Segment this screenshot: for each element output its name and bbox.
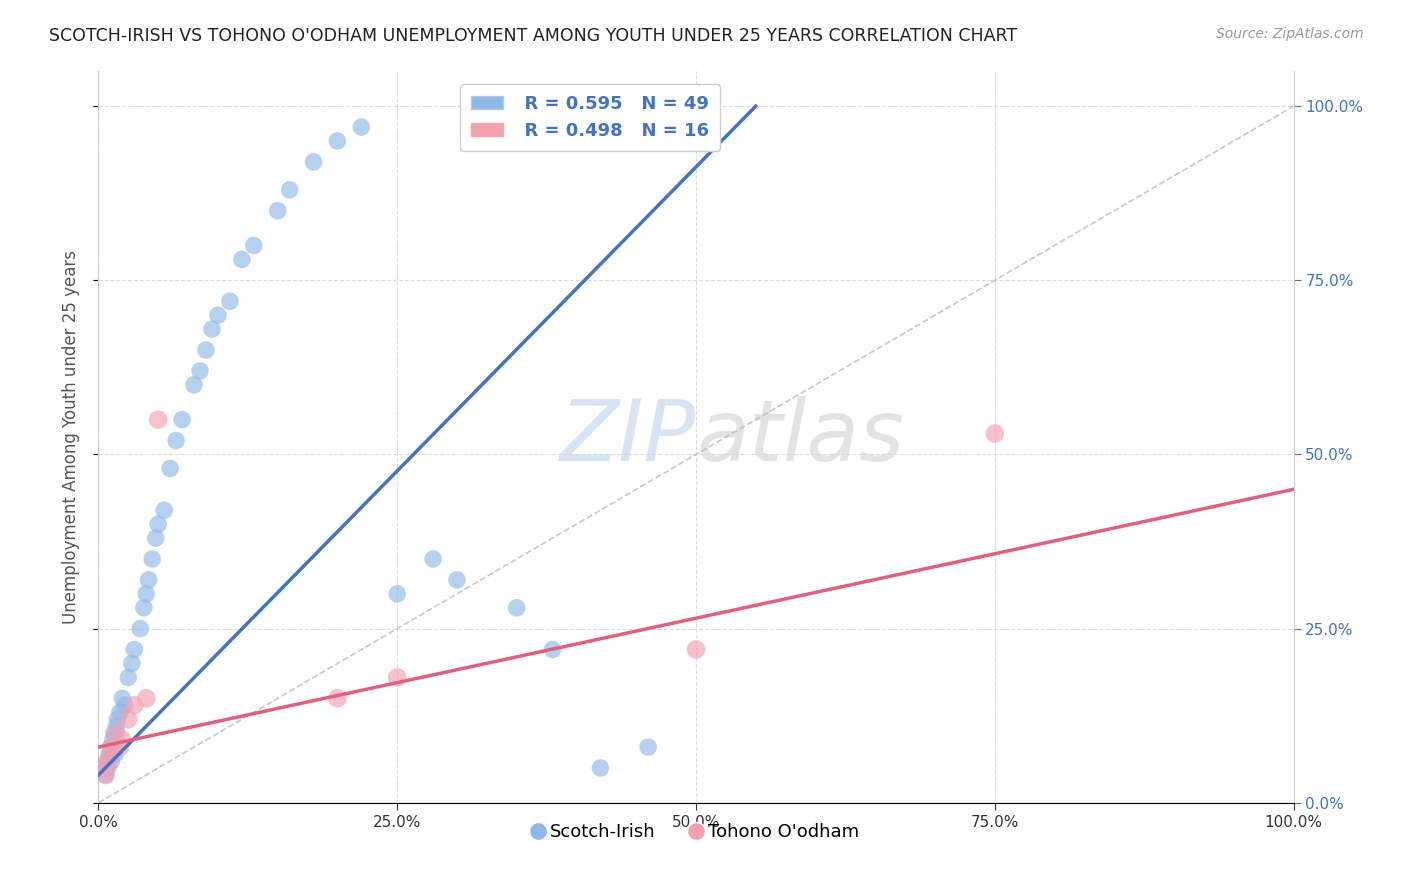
Point	[100, 754, 122, 768]
Point	[326, 134, 349, 148]
Point	[98, 747, 122, 761]
Point	[231, 252, 253, 267]
Legend: Scotch-Irish, Tohono O'odham: Scotch-Irish, Tohono O'odham	[526, 816, 866, 848]
Point	[422, 552, 444, 566]
Point	[589, 761, 612, 775]
Point	[129, 622, 152, 636]
Point	[172, 412, 194, 426]
Text: Source: ZipAtlas.com: Source: ZipAtlas.com	[1216, 27, 1364, 41]
Point	[326, 691, 349, 706]
Point	[188, 364, 211, 378]
Point	[121, 657, 143, 671]
Text: ZIP: ZIP	[560, 395, 696, 479]
Point	[138, 573, 160, 587]
Point	[350, 120, 373, 134]
Point	[984, 426, 1007, 441]
Point	[108, 740, 131, 755]
Point	[145, 531, 167, 545]
Point	[201, 322, 224, 336]
Point	[93, 761, 115, 775]
Point	[103, 726, 125, 740]
Point	[93, 761, 115, 775]
Point	[108, 705, 131, 719]
Point	[117, 712, 139, 726]
Point	[219, 294, 242, 309]
Point	[243, 238, 266, 252]
Point	[107, 712, 129, 726]
Point	[101, 733, 124, 747]
Point	[111, 733, 134, 747]
Point	[98, 740, 122, 755]
Point	[207, 308, 229, 322]
Point	[105, 719, 128, 733]
Point	[267, 203, 290, 218]
Point	[135, 691, 157, 706]
Point	[165, 434, 187, 448]
Point	[105, 726, 128, 740]
Y-axis label: Unemployment Among Youth under 25 years: Unemployment Among Youth under 25 years	[62, 250, 80, 624]
Point	[98, 747, 121, 761]
Point	[506, 600, 529, 615]
Text: SCOTCH-IRISH VS TOHONO O'ODHAM UNEMPLOYMENT AMONG YOUTH UNDER 25 YEARS CORRELATI: SCOTCH-IRISH VS TOHONO O'ODHAM UNEMPLOYM…	[49, 27, 1018, 45]
Point	[114, 698, 136, 713]
Point	[117, 670, 139, 684]
Point	[385, 587, 409, 601]
Point	[111, 691, 134, 706]
Point	[159, 461, 181, 475]
Point	[135, 587, 157, 601]
Text: atlas: atlas	[696, 395, 904, 479]
Point	[278, 183, 301, 197]
Point	[104, 747, 127, 761]
Point	[94, 768, 117, 782]
Point	[685, 642, 707, 657]
Point	[124, 698, 146, 713]
Point	[302, 155, 325, 169]
Point	[124, 642, 146, 657]
Point	[141, 552, 163, 566]
Point	[637, 740, 659, 755]
Point	[385, 670, 409, 684]
Point	[153, 503, 176, 517]
Point	[96, 754, 118, 768]
Point	[541, 642, 564, 657]
Point	[148, 412, 170, 426]
Point	[101, 740, 124, 755]
Point	[94, 768, 117, 782]
Point	[446, 573, 468, 587]
Point	[195, 343, 218, 357]
Point	[148, 517, 170, 532]
Point	[97, 761, 120, 775]
Point	[132, 600, 155, 615]
Point	[97, 754, 120, 768]
Point	[183, 377, 205, 392]
